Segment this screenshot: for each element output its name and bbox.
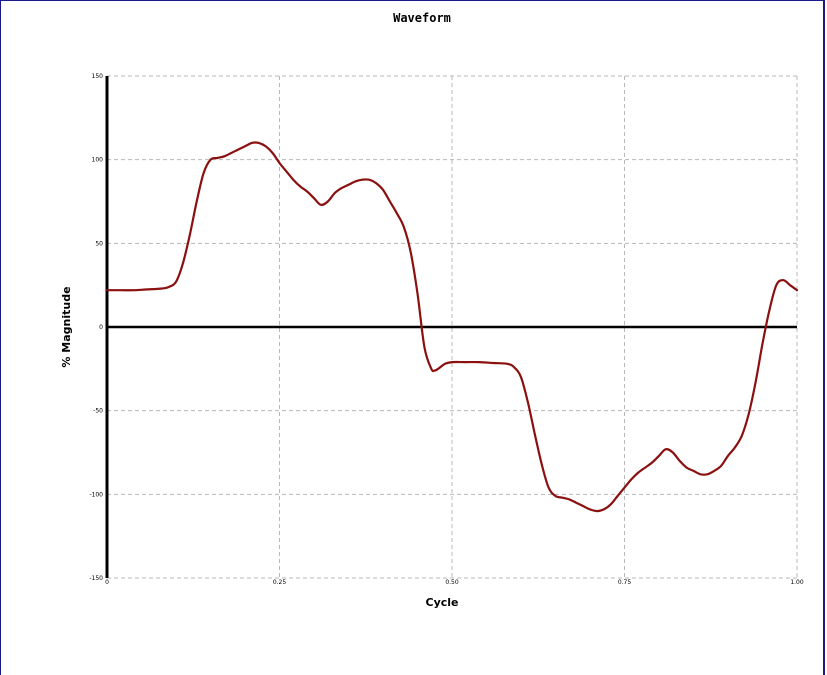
x-tick-label: 1.00 [790,579,804,586]
x-tick-label: 0 [105,579,109,586]
grid [107,75,798,579]
chart-title: Waveform [393,11,451,25]
y-tick-label: 150 [92,73,104,80]
x-axis-label: Cycle [426,596,459,609]
y-tick-label: 50 [95,240,103,247]
series-line [105,141,799,513]
y-axis-label: % Magnitude [60,286,73,367]
y-tick-label: -100 [89,491,103,498]
x-tick-labels: 0 0.25 0.50 0.75 1.00 [105,579,804,586]
y-tick-label: 0 [99,324,103,331]
x-tick-label: 0.75 [618,579,632,586]
x-tick-label: 0.50 [445,579,459,586]
y-tick-label: -150 [89,575,103,582]
x-tick-label: 0.25 [273,579,287,586]
y-tick-labels: 150 100 50 0 -50 -100 -150 [89,73,103,582]
y-tick-label: 100 [92,157,104,164]
y-tick-label: -50 [93,408,103,415]
